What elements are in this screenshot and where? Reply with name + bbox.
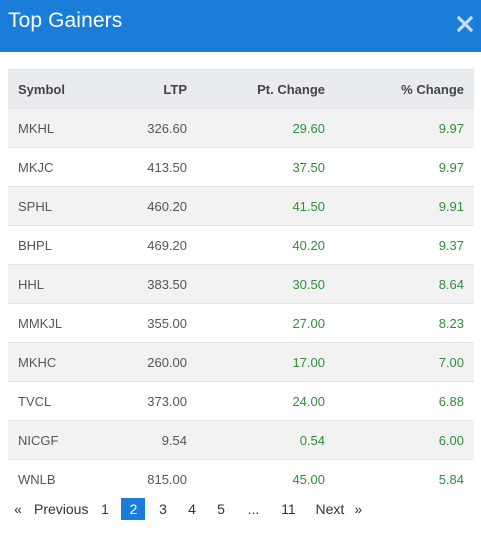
cell-pt-change: 45.00	[292, 471, 325, 487]
table-row[interactable]: MKJC 413.50 37.50 9.97	[8, 147, 474, 187]
page-button-1[interactable]: 1	[101, 501, 109, 517]
table-row[interactable]: TVCL 373.00 24.00 6.88	[8, 381, 474, 421]
cell-symbol[interactable]: MKHL	[18, 120, 55, 136]
gainers-table: Symbol LTP Pt. Change % Change MKHL 326.6…	[8, 69, 474, 499]
table-row[interactable]: MMKJL 355.00 27.00 8.23	[8, 303, 474, 343]
last-page-button[interactable]: »	[354, 501, 363, 517]
cell-ltp: 469.20	[147, 237, 187, 253]
table-header: Symbol LTP Pt. Change % Change	[8, 69, 474, 109]
cell-pct-change: 8.23	[438, 315, 464, 331]
cell-ltp: 413.50	[147, 159, 187, 175]
next-page-button[interactable]: Next	[315, 501, 345, 517]
column-header-symbol[interactable]: Symbol	[8, 69, 119, 109]
cell-pct-change: 6.88	[438, 393, 464, 409]
cell-symbol[interactable]: MKHC	[18, 354, 57, 370]
page-button-4[interactable]: 4	[188, 501, 196, 517]
cell-ltp: 260.00	[147, 354, 187, 370]
cell-pct-change: 9.37	[438, 237, 464, 253]
cell-symbol[interactable]: MKJC	[18, 159, 54, 175]
cell-pct-change: 9.97	[438, 120, 464, 136]
table-body: MKHL 326.60 29.60 9.97 MKJC 413.50 37.50 9.97 SP…	[8, 108, 474, 499]
modal-header: Top Gainers	[0, 0, 481, 52]
cell-symbol[interactable]: HHL	[18, 276, 45, 292]
table-header-row: Symbol LTP Pt. Change % Change	[8, 69, 474, 109]
close-button[interactable]	[455, 12, 475, 36]
cell-pt-change: 0.54	[299, 432, 325, 448]
cell-pt-change: 40.20	[292, 237, 325, 253]
table-row[interactable]: BHPL 469.20 40.20 9.37	[8, 225, 474, 265]
cell-symbol[interactable]: TVCL	[18, 393, 52, 409]
previous-page-button[interactable]: Previous	[34, 501, 89, 517]
modal-title: Top Gainers	[8, 9, 123, 32]
cell-pt-change: 41.50	[292, 198, 325, 214]
cell-ltp: 326.60	[147, 120, 187, 136]
column-header-pt-change[interactable]: Pt. Change	[197, 69, 335, 109]
cell-pt-change: 29.60	[292, 120, 325, 136]
cell-pct-change: 9.91	[438, 198, 464, 214]
page-button-11[interactable]: 11	[281, 501, 296, 517]
table-row[interactable]: MKHC 260.00 17.00 7.00	[8, 342, 474, 382]
cell-symbol[interactable]: BHPL	[18, 237, 52, 253]
cell-pct-change: 7.00	[438, 354, 464, 370]
cell-symbol[interactable]: NICGF	[18, 432, 59, 448]
cell-symbol[interactable]: WNLB	[18, 471, 56, 487]
page-button-2-current[interactable]: 2	[121, 498, 146, 520]
cell-pct-change: 5.84	[438, 471, 464, 487]
cell-ltp: 460.20	[147, 198, 187, 214]
cell-symbol[interactable]: MMKJL	[18, 315, 63, 331]
cell-ltp: 383.50	[147, 276, 187, 292]
pagination-ellipsis: ...	[247, 501, 260, 517]
close-icon	[456, 15, 474, 33]
cell-symbol[interactable]: SPHL	[18, 198, 52, 214]
page-button-5[interactable]: 5	[217, 501, 225, 517]
cell-ltp: 355.00	[147, 315, 187, 331]
page-button-3[interactable]: 3	[159, 501, 167, 517]
pagination: « Previous 1 2 3 4 5 ... 11 Next »	[8, 497, 368, 521]
cell-ltp: 815.00	[147, 471, 187, 487]
table-row[interactable]: MKHL 326.60 29.60 9.97	[8, 108, 474, 148]
cell-pt-change: 37.50	[292, 159, 325, 175]
cell-pct-change: 6.00	[438, 432, 464, 448]
table-row[interactable]: HHL 383.50 30.50 8.64	[8, 264, 474, 304]
cell-pt-change: 17.00	[292, 354, 325, 370]
cell-pct-change: 9.97	[438, 159, 464, 175]
column-header-ltp[interactable]: LTP	[119, 69, 197, 109]
gainers-table-container: Symbol LTP Pt. Change % Change MKHL 326.6…	[8, 69, 474, 499]
cell-pct-change: 8.64	[438, 276, 464, 292]
cell-ltp: 9.54	[161, 432, 187, 448]
table-row[interactable]: NICGF 9.54 0.54 6.00	[8, 420, 474, 460]
table-row[interactable]: SPHL 460.20 41.50 9.91	[8, 186, 474, 226]
table-row[interactable]: WNLB 815.00 45.00 5.84	[8, 459, 474, 499]
first-page-button[interactable]: «	[14, 501, 22, 517]
cell-pt-change: 30.50	[292, 276, 325, 292]
cell-pt-change: 27.00	[292, 315, 325, 331]
cell-pt-change: 24.00	[292, 393, 325, 409]
cell-ltp: 373.00	[147, 393, 187, 409]
column-header-pct-change[interactable]: % Change	[335, 69, 474, 109]
